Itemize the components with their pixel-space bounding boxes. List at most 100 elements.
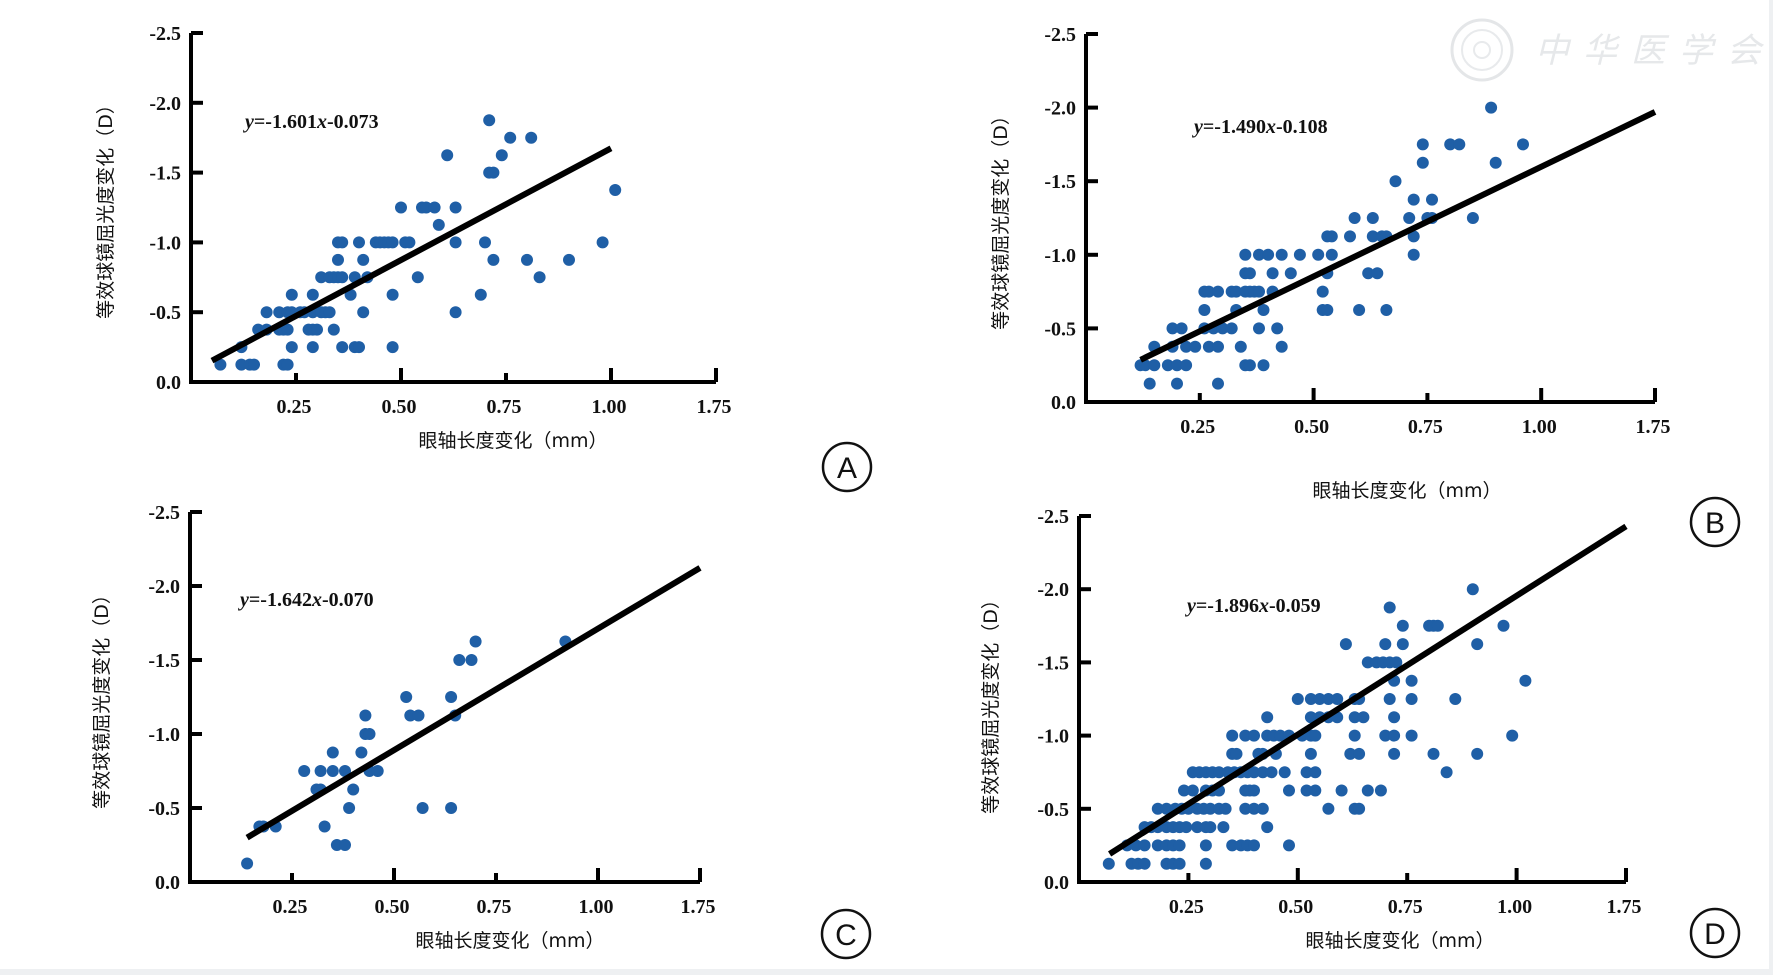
data-point: [332, 253, 344, 266]
data-point: [1325, 230, 1338, 243]
data-point: [1497, 619, 1510, 632]
data-point: [1325, 248, 1338, 261]
regression-line: [1139, 109, 1657, 363]
data-point: [1416, 156, 1429, 169]
data-point: [281, 358, 294, 371]
data-point: [1212, 340, 1224, 353]
data-point: [1440, 766, 1453, 779]
data-point: [1304, 711, 1317, 724]
x-tick-label: 0.25: [1180, 416, 1215, 438]
data-point: [1353, 304, 1366, 316]
data-point: [298, 765, 311, 777]
data-point: [1353, 802, 1366, 815]
data-point: [314, 765, 327, 777]
data-point: [1266, 267, 1279, 280]
panel-c: 0.0 -0.5 -1.0 -1.5 -2.0 -2.5 0.25 0.50 0.75 1.00 1…: [91, 502, 872, 960]
data-point: [1213, 766, 1225, 779]
y-tick-label: -0.5: [1037, 799, 1069, 821]
data-point: [363, 728, 376, 740]
data-point: [525, 131, 538, 144]
data-point: [318, 820, 331, 833]
y-tick-label: 0.0: [156, 372, 181, 394]
data-point: [483, 114, 496, 127]
x-tick-label: 0.50: [375, 896, 410, 918]
x-axis-title: 眼轴长度变化（mm）: [1305, 930, 1494, 952]
data-point: [1344, 747, 1357, 760]
data-point: [1339, 638, 1352, 651]
data-point: [1173, 857, 1186, 870]
data-point: [1202, 340, 1215, 353]
y-tick-label: -2.0: [1037, 579, 1069, 601]
data-point: [357, 306, 370, 319]
data-point: [1138, 857, 1151, 870]
data-point: [1396, 619, 1409, 632]
data-point: [445, 691, 458, 703]
y-tick-label: -1.0: [1044, 245, 1076, 267]
y-tick-label: -0.5: [148, 798, 180, 820]
data-point: [326, 746, 339, 759]
data-point: [1284, 267, 1297, 280]
equation-coef: =-1.601: [254, 111, 317, 133]
x-axis-title: 眼轴长度变化（mm）: [415, 930, 604, 952]
data-point: [1230, 747, 1243, 760]
data-point: [1178, 784, 1190, 797]
data-point: [1212, 377, 1224, 390]
data-point: [1361, 656, 1374, 669]
data-point: [1371, 267, 1384, 280]
data-point: [306, 288, 319, 301]
x-tick-label: 1.00: [592, 396, 627, 418]
equation-y-var: y: [238, 589, 249, 611]
data-point: [353, 341, 365, 354]
data-point: [327, 323, 340, 336]
data-point: [1275, 340, 1288, 353]
data-point: [1151, 839, 1164, 852]
data-point: [1348, 729, 1361, 742]
x-tick-label: 0.75: [477, 896, 512, 918]
x-tick-label: 1.75: [1636, 416, 1671, 438]
panel-b: 0.0 -0.5 -1.0 -1.5 -2.0 -2.5 0.25 0.50 0.75 1.00 1…: [990, 24, 1741, 548]
data-point: [1180, 821, 1193, 834]
y-tick-label: -2.5: [148, 502, 180, 524]
data-point: [1405, 674, 1418, 687]
regression-equation: y=-1.490x-0.108: [1192, 116, 1328, 138]
data-point: [323, 306, 336, 319]
equation-x-var: x: [316, 111, 327, 133]
equation-intercept: -0.070: [322, 589, 374, 611]
data-point: [1248, 839, 1260, 852]
data-point: [1453, 138, 1466, 151]
data-point: [353, 236, 365, 249]
data-point: [411, 271, 424, 284]
data-point: [1271, 322, 1284, 335]
data-point: [1248, 784, 1260, 797]
data-point: [1278, 766, 1291, 779]
data-point: [1309, 784, 1322, 797]
y-tick-label: 0.0: [1044, 872, 1069, 894]
data-point: [1151, 802, 1164, 815]
data-point: [1379, 638, 1392, 651]
data-point: [1300, 784, 1313, 797]
equation-coef: =-1.896: [1196, 595, 1259, 617]
panel-label-circle: [1689, 907, 1741, 959]
data-point: [1485, 101, 1498, 114]
data-point: [1239, 248, 1252, 261]
data-point: [359, 709, 372, 722]
y-tick-label: -0.5: [149, 302, 181, 324]
y-axis-title: 等效球镜屈光度变化（D）: [91, 585, 113, 809]
data-point: [1407, 248, 1420, 261]
data-point: [449, 306, 462, 319]
data-point: [241, 857, 254, 870]
data-point: [1171, 359, 1183, 372]
data-point: [1261, 711, 1274, 724]
data-point: [1362, 267, 1375, 280]
data-point: [1379, 729, 1392, 742]
data-point: [1175, 322, 1188, 335]
watermark: 中华医学会: [1450, 18, 1761, 82]
data-point: [339, 765, 351, 777]
data-point: [1219, 802, 1232, 815]
data-point: [1471, 638, 1484, 651]
data-point: [1248, 802, 1260, 815]
data-point: [1230, 285, 1243, 298]
data-point: [1199, 857, 1212, 870]
data-point: [1313, 693, 1326, 705]
